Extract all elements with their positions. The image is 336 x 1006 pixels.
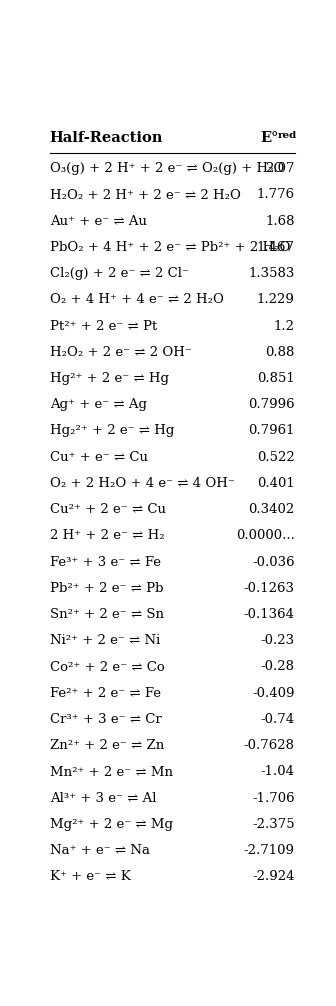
Text: Half-Reaction: Half-Reaction — [50, 131, 163, 145]
Text: O₂ + 4 H⁺ + 4 e⁻ ⇌ 2 H₂O: O₂ + 4 H⁺ + 4 e⁻ ⇌ 2 H₂O — [50, 294, 224, 306]
Text: Na⁺ + e⁻ ⇌ Na: Na⁺ + e⁻ ⇌ Na — [50, 844, 150, 857]
Text: Co²⁺ + 2 e⁻ ⇌ Co: Co²⁺ + 2 e⁻ ⇌ Co — [50, 661, 165, 673]
Text: Hg₂²⁺ + 2 e⁻ ⇌ Hg: Hg₂²⁺ + 2 e⁻ ⇌ Hg — [50, 425, 174, 438]
Text: 0.851: 0.851 — [257, 372, 295, 385]
Text: 0.522: 0.522 — [257, 451, 295, 464]
Text: 1.229: 1.229 — [257, 294, 295, 306]
Text: 0.7961: 0.7961 — [248, 425, 295, 438]
Text: -2.924: -2.924 — [252, 870, 295, 883]
Text: Fe³⁺ + 3 e⁻ ⇌ Fe: Fe³⁺ + 3 e⁻ ⇌ Fe — [50, 555, 161, 568]
Text: Zn²⁺ + 2 e⁻ ⇌ Zn: Zn²⁺ + 2 e⁻ ⇌ Zn — [50, 739, 164, 752]
Text: -0.1263: -0.1263 — [244, 581, 295, 595]
Text: 1.2: 1.2 — [274, 320, 295, 333]
Text: Cu⁺ + e⁻ ⇌ Cu: Cu⁺ + e⁻ ⇌ Cu — [50, 451, 148, 464]
Text: Ag⁺ + e⁻ ⇌ Ag: Ag⁺ + e⁻ ⇌ Ag — [50, 398, 147, 411]
Text: -2.7109: -2.7109 — [244, 844, 295, 857]
Text: Ο₃(g) + 2 H⁺ + 2 e⁻ ⇌ O₂(g) + H₂O: Ο₃(g) + 2 H⁺ + 2 e⁻ ⇌ O₂(g) + H₂O — [50, 162, 284, 175]
Text: Au⁺ + e⁻ ⇌ Au: Au⁺ + e⁻ ⇌ Au — [50, 214, 147, 227]
Text: 0.7996: 0.7996 — [248, 398, 295, 411]
Text: 2 H⁺ + 2 e⁻ ⇌ H₂: 2 H⁺ + 2 e⁻ ⇌ H₂ — [50, 529, 164, 542]
Text: Mg²⁺ + 2 e⁻ ⇌ Mg: Mg²⁺ + 2 e⁻ ⇌ Mg — [50, 818, 173, 831]
Text: Fe²⁺ + 2 e⁻ ⇌ Fe: Fe²⁺ + 2 e⁻ ⇌ Fe — [50, 687, 161, 700]
Text: -0.036: -0.036 — [252, 555, 295, 568]
Text: -0.28: -0.28 — [261, 661, 295, 673]
Text: Al³⁺ + 3 e⁻ ⇌ Al: Al³⁺ + 3 e⁻ ⇌ Al — [50, 792, 156, 805]
Text: 1.467: 1.467 — [257, 240, 295, 254]
Text: 0.401: 0.401 — [257, 477, 295, 490]
Text: Hg²⁺ + 2 e⁻ ⇌ Hg: Hg²⁺ + 2 e⁻ ⇌ Hg — [50, 372, 169, 385]
Text: 0.88: 0.88 — [265, 346, 295, 359]
Text: 1.776: 1.776 — [256, 188, 295, 201]
Text: Cu²⁺ + 2 e⁻ ⇌ Cu: Cu²⁺ + 2 e⁻ ⇌ Cu — [50, 503, 166, 516]
Text: red: red — [278, 131, 297, 140]
Text: 0.0000...: 0.0000... — [236, 529, 295, 542]
Text: Cl₂(g) + 2 e⁻ ⇌ 2 Cl⁻: Cl₂(g) + 2 e⁻ ⇌ 2 Cl⁻ — [50, 268, 189, 280]
Text: 0.3402: 0.3402 — [248, 503, 295, 516]
Text: E°: E° — [261, 131, 279, 145]
Text: -0.74: -0.74 — [260, 713, 295, 726]
Text: H₂O₂ + 2 H⁺ + 2 e⁻ ⇌ 2 H₂O: H₂O₂ + 2 H⁺ + 2 e⁻ ⇌ 2 H₂O — [50, 188, 241, 201]
Text: 2.07: 2.07 — [265, 162, 295, 175]
Text: -0.1364: -0.1364 — [244, 608, 295, 621]
Text: -0.23: -0.23 — [260, 634, 295, 647]
Text: -0.7628: -0.7628 — [244, 739, 295, 752]
Text: Cr³⁺ + 3 e⁻ ⇌ Cr: Cr³⁺ + 3 e⁻ ⇌ Cr — [50, 713, 162, 726]
Text: 1.68: 1.68 — [265, 214, 295, 227]
Text: Ni²⁺ + 2 e⁻ ⇌ Ni: Ni²⁺ + 2 e⁻ ⇌ Ni — [50, 634, 160, 647]
Text: O₂ + 2 H₂O + 4 e⁻ ⇌ 4 OH⁻: O₂ + 2 H₂O + 4 e⁻ ⇌ 4 OH⁻ — [50, 477, 235, 490]
Text: PbO₂ + 4 H⁺ + 2 e⁻ ⇌ Pb²⁺ + 2 H₂O: PbO₂ + 4 H⁺ + 2 e⁻ ⇌ Pb²⁺ + 2 H₂O — [50, 240, 290, 254]
Text: -1.706: -1.706 — [252, 792, 295, 805]
Text: Sn²⁺ + 2 e⁻ ⇌ Sn: Sn²⁺ + 2 e⁻ ⇌ Sn — [50, 608, 164, 621]
Text: K⁺ + e⁻ ⇌ K: K⁺ + e⁻ ⇌ K — [50, 870, 131, 883]
Text: -0.409: -0.409 — [252, 687, 295, 700]
Text: -2.375: -2.375 — [252, 818, 295, 831]
Text: H₂O₂ + 2 e⁻ ⇌ 2 OH⁻: H₂O₂ + 2 e⁻ ⇌ 2 OH⁻ — [50, 346, 192, 359]
Text: Pt²⁺ + 2 e⁻ ⇌ Pt: Pt²⁺ + 2 e⁻ ⇌ Pt — [50, 320, 157, 333]
Text: Pb²⁺ + 2 e⁻ ⇌ Pb: Pb²⁺ + 2 e⁻ ⇌ Pb — [50, 581, 163, 595]
Text: -1.04: -1.04 — [261, 766, 295, 779]
Text: Mn²⁺ + 2 e⁻ ⇌ Mn: Mn²⁺ + 2 e⁻ ⇌ Mn — [50, 766, 173, 779]
Text: 1.3583: 1.3583 — [248, 268, 295, 280]
